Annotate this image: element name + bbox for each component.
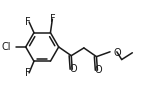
Text: O: O bbox=[114, 48, 122, 58]
Text: O: O bbox=[95, 65, 102, 75]
Text: F: F bbox=[25, 68, 31, 78]
Text: F: F bbox=[25, 17, 31, 27]
Text: Cl: Cl bbox=[2, 42, 11, 52]
Text: F: F bbox=[50, 14, 55, 24]
Text: O: O bbox=[69, 64, 77, 74]
